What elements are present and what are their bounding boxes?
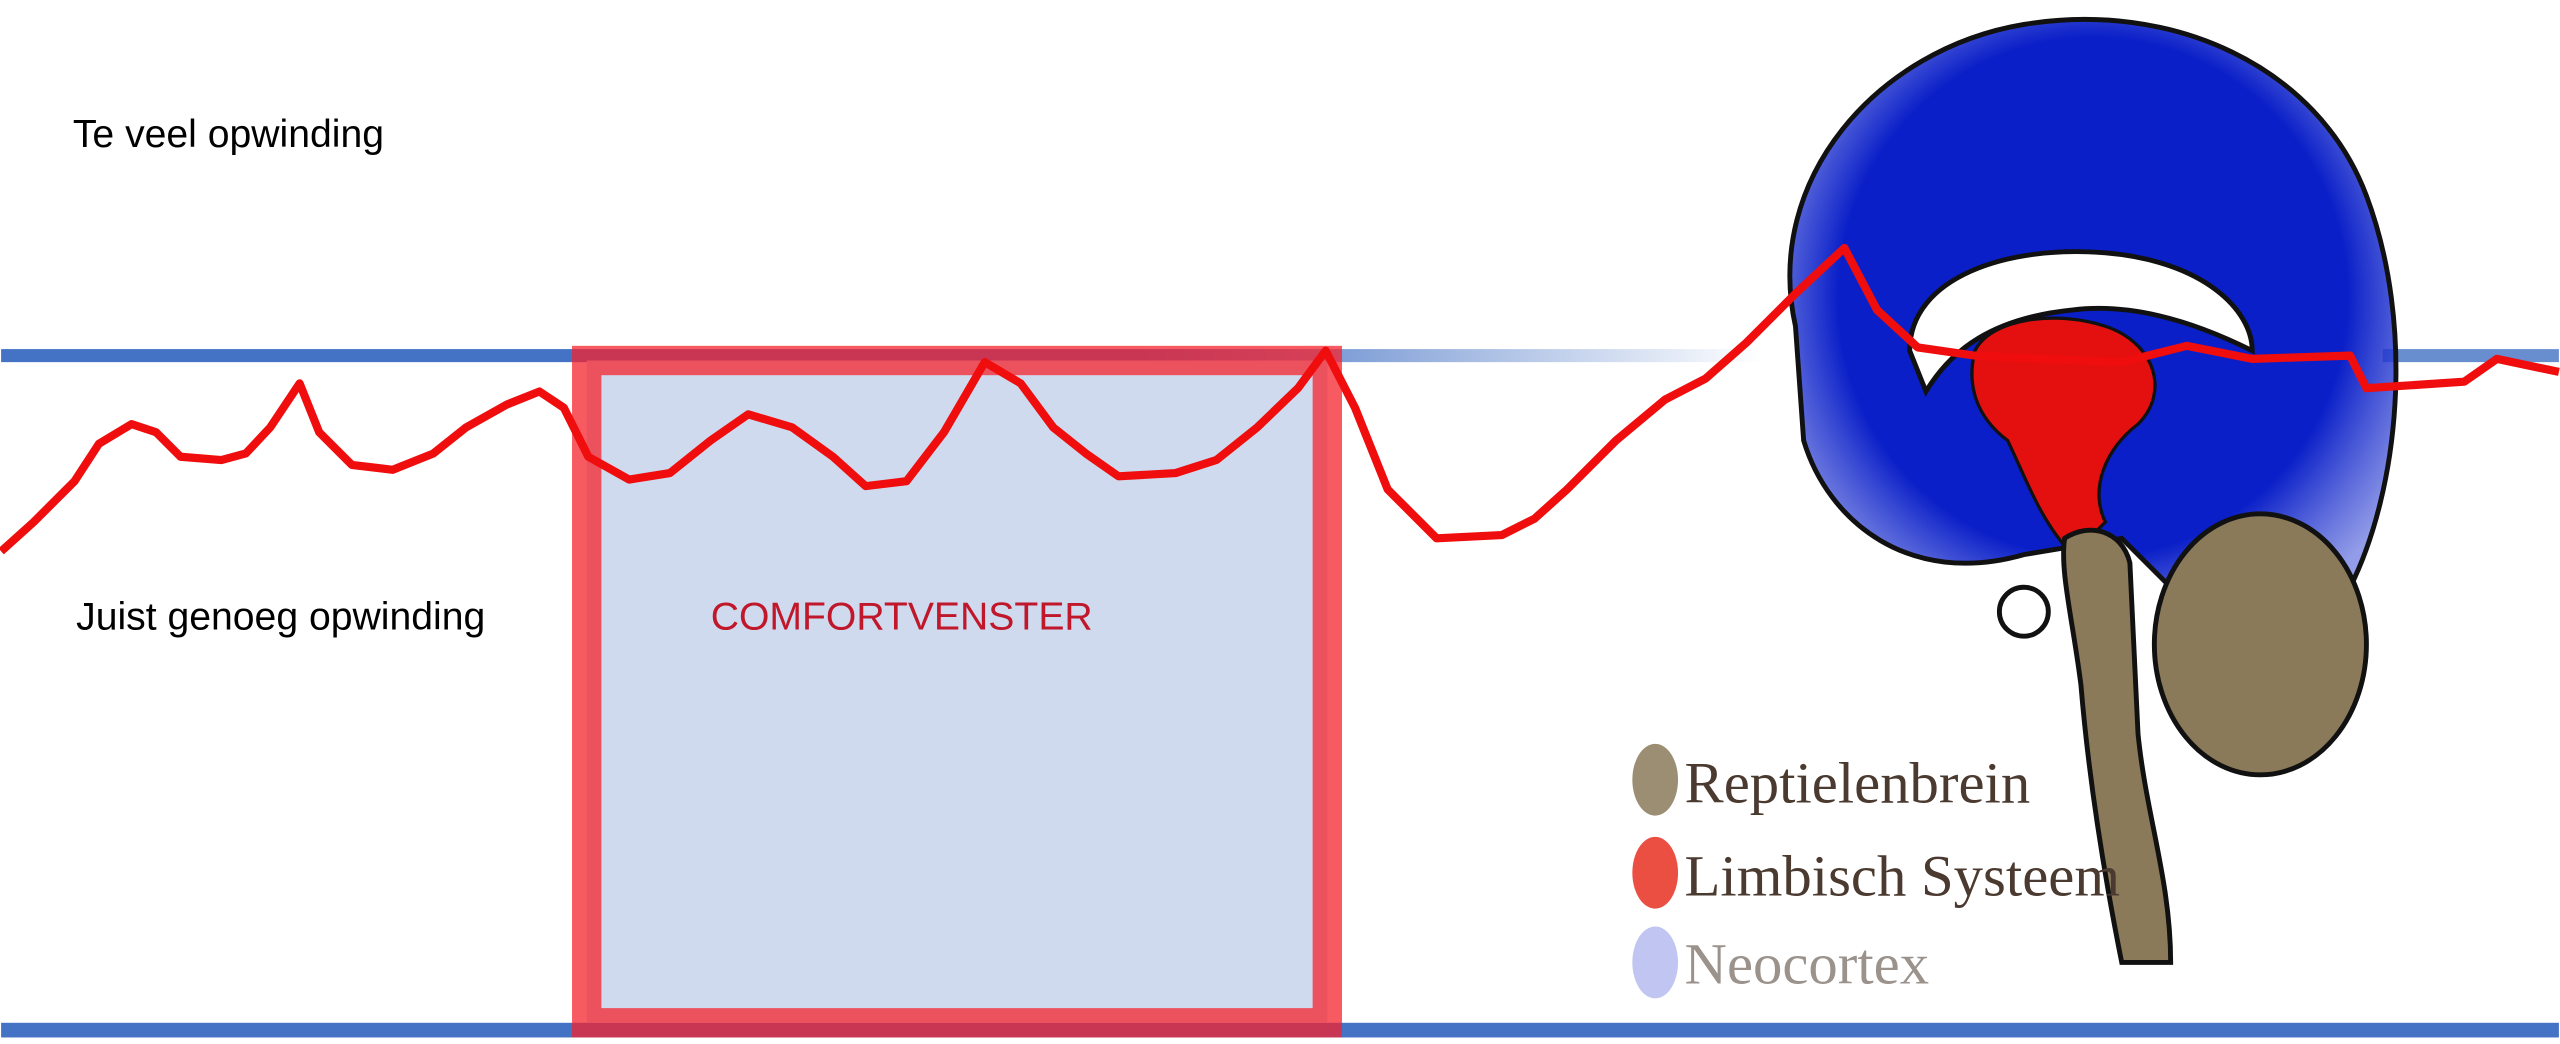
legend-item: Limbisch Systeem [1685,844,2120,909]
legend-swatch [1632,837,1678,909]
legend-swatch [1632,927,1678,999]
slide: Te veel opwinding Juist genoeg opwinding… [0,0,2560,1044]
label-window: COMFORTVENSTER [711,596,1093,639]
label-too-much: Te veel opwinding [73,113,384,156]
legend-swatch [1632,744,1678,816]
upper-threshold-end [2383,349,2559,362]
label-just-enough: Juist genoeg opwinding [76,596,485,639]
legend-item: Neocortex [1685,932,1930,997]
legend-item: Reptielenbrein [1685,751,2031,816]
page: {"labels": {"too_much": "Te veel opwindi… [0,0,2560,1044]
brain-illustration [1790,19,2396,962]
legend: Reptielenbrein Limbisch Systeem Neocorte… [1632,744,2120,998]
